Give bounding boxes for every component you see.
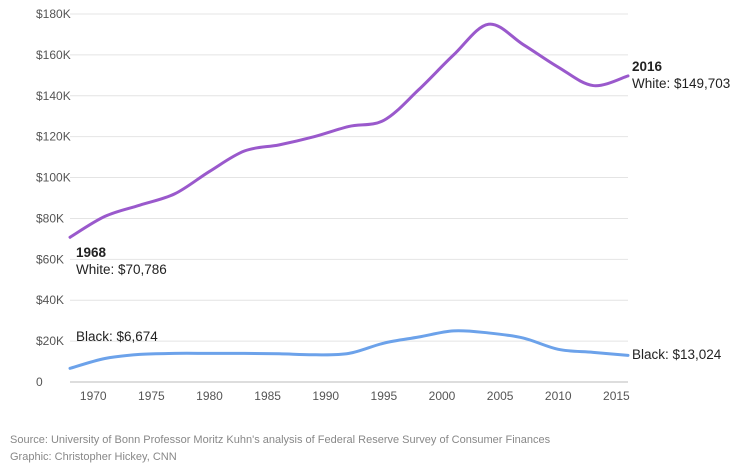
white-start-label: White: $70,786 xyxy=(76,262,167,277)
y-tick-label: $120K xyxy=(36,130,71,144)
end-year-label: 2016 xyxy=(632,59,663,74)
x-axis: 1970 1975 1980 1985 1990 1995 2000 2005 2010 2015 xyxy=(80,389,630,403)
series-line-black xyxy=(68,329,630,370)
annotations: 1968 White: $70,786 Black: $6,674 2016 W… xyxy=(76,59,730,362)
black-end-label: Black: $13,024 xyxy=(632,347,722,362)
x-tick-label: 1975 xyxy=(138,389,165,403)
x-tick-label: 2005 xyxy=(487,389,514,403)
y-tick-label: $80K xyxy=(36,211,64,225)
x-tick-label: 1985 xyxy=(254,389,281,403)
line-chart: 0 $20K $40K $60K $80K $100K $120K $140K $160K $18… xyxy=(36,7,730,403)
y-tick-label: $180K xyxy=(36,7,71,21)
y-tick-label: $100K xyxy=(36,171,71,185)
start-year-label: 1968 xyxy=(76,245,107,260)
x-tick-label: 1990 xyxy=(312,389,339,403)
graphic-credit: Graphic: Christopher Hickey, CNN xyxy=(10,451,177,463)
gridlines xyxy=(70,13,628,383)
y-tick-label: $140K xyxy=(36,89,71,103)
x-tick-label: 2000 xyxy=(429,389,456,403)
x-tick-label: 1970 xyxy=(80,389,107,403)
y-tick-label: $160K xyxy=(36,48,71,62)
x-tick-label: 1980 xyxy=(196,389,223,403)
x-tick-label: 2015 xyxy=(603,389,630,403)
series-line-white xyxy=(68,22,630,239)
y-axis: 0 $20K $40K $60K $80K $100K $120K $140K $160K $18… xyxy=(36,7,71,389)
y-tick-label: $40K xyxy=(36,293,64,307)
x-tick-label: 1995 xyxy=(371,389,398,403)
white-end-label: White: $149,703 xyxy=(632,76,730,91)
source-note: Source: University of Bonn Professor Mor… xyxy=(10,434,551,446)
y-tick-label: $60K xyxy=(36,252,64,266)
y-tick-label: 0 xyxy=(36,375,43,389)
black-start-label: Black: $6,674 xyxy=(76,329,158,344)
y-tick-label: $20K xyxy=(36,334,64,348)
x-tick-label: 2010 xyxy=(545,389,572,403)
series-lines xyxy=(68,22,630,370)
